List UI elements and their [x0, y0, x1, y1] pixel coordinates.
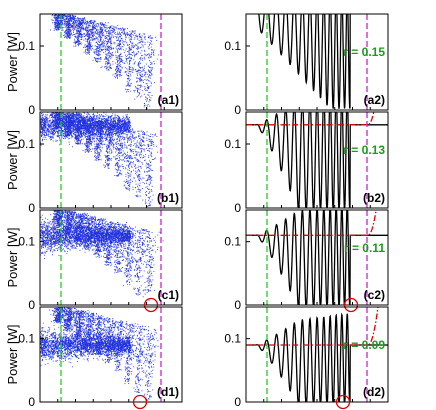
- panel-a1-scatter-points: [50, 14, 160, 109]
- panel-d2-label: (d2): [363, 385, 385, 399]
- panel-d1-plot-area: [40, 307, 162, 402]
- panel-d2: 0 0.1 (d2) r = 0.09: [224, 306, 389, 410]
- panel-c1-plot-area: [40, 210, 164, 305]
- panel-d2-ytick-label: 0.1: [224, 332, 241, 346]
- panel-a1-ylabel: Power [W]: [5, 32, 20, 92]
- panel-d2-plot-area: [246, 307, 388, 402]
- panel-b1-scatter-points: [40, 112, 159, 207]
- panel-c1-ylabel: Power [W]: [5, 228, 20, 288]
- panel-c2-ytick-label: 0: [234, 298, 241, 312]
- panel-a1-ytick-label: 0: [28, 103, 35, 117]
- panel-b1-plot-area: [40, 112, 162, 208]
- panel-a1: 0 0.1 (a1) Power [W]: [5, 13, 183, 117]
- panel-a2-label: (a2): [364, 93, 385, 107]
- panel-c2-plot-area: [246, 210, 388, 305]
- panel-d2-ytick-label: 0: [234, 395, 241, 409]
- panel-c2-r-label: r = 0.11: [344, 241, 385, 255]
- panel-c1-ytick-label: 0: [28, 298, 35, 312]
- panel-b2: 0 0.1 (b2) r = 0.13: [224, 111, 389, 215]
- panel-b2-plot-area: [246, 112, 388, 208]
- panel-c2-threshold-line: [246, 210, 377, 236]
- panel-a2-ytick-label: 0.1: [224, 39, 241, 53]
- panel-b1-label: (b1): [157, 191, 179, 205]
- panel-d1-scatter-points: [40, 307, 159, 401]
- panel-a1-label: (a1): [158, 93, 179, 107]
- panel-d2-r-label: r = 0.09: [343, 338, 385, 352]
- panel-c2: 0 0.1 (c2) r = 0.11: [224, 209, 389, 313]
- panel-c2-label: (c2): [364, 288, 385, 302]
- panel-a1-scatter-series: [50, 14, 160, 109]
- panel-b2-label: (b2): [363, 191, 385, 205]
- panel-c1-scatter-series: [40, 210, 164, 302]
- panel-d1-ylabel: Power [W]: [5, 325, 20, 385]
- panel-c1-scatter-points: [40, 210, 164, 302]
- panel-a2-r-label: r = 0.15: [343, 45, 385, 59]
- panel-d1: 0 0.1 (d1) Power [W]: [5, 306, 183, 410]
- panel-d1-ytick-label: 0.1: [18, 332, 35, 346]
- panel-d2-red-circle-marker: [335, 394, 351, 410]
- panel-c1-label: (c1): [158, 288, 179, 302]
- panel-b2-ytick-label: 0.1: [224, 137, 241, 151]
- panel-c1-red-circle-marker: [143, 297, 159, 313]
- panel-a2-ytick-label: 0: [234, 103, 241, 117]
- panel-c2-ytick-label: 0.1: [224, 235, 241, 249]
- panel-b1-scatter-series: [40, 112, 159, 207]
- panel-b1-ytick-label: 0.1: [18, 137, 35, 151]
- panel-b2-threshold-line: [246, 112, 375, 126]
- panel-b1-ytick-label: 0: [28, 201, 35, 215]
- panel-c2-red-circle-marker: [343, 297, 359, 313]
- panel-d1-red-circle-marker: [132, 394, 148, 410]
- panel-a2: 0 0.1 (a2) r = 0.15: [224, 13, 389, 117]
- panel-b1-ylabel: Power [W]: [5, 130, 20, 190]
- panel-d1-ytick-label: 0: [28, 395, 35, 409]
- panel-d1-label: (d1): [157, 385, 179, 399]
- panel-c1-ytick-label: 0.1: [18, 235, 35, 249]
- panel-a1-ytick-label: 0.1: [18, 39, 35, 53]
- panel-a2-plot-area: [258, 14, 368, 110]
- panel-d2-threshold-line: [246, 307, 379, 346]
- panel-d1-scatter-series: [40, 307, 159, 401]
- panel-b2-ytick-label: 0: [234, 201, 241, 215]
- panel-a1-plot-area: [50, 14, 162, 110]
- panel-a2-curve: [258, 14, 351, 109]
- panel-c1: 0 0.1 (c1) Power [W]: [5, 209, 183, 313]
- panel-b2-r-label: r = 0.13: [343, 143, 385, 157]
- panel-b1: 0 0.1 (b1) Power [W]: [5, 111, 183, 215]
